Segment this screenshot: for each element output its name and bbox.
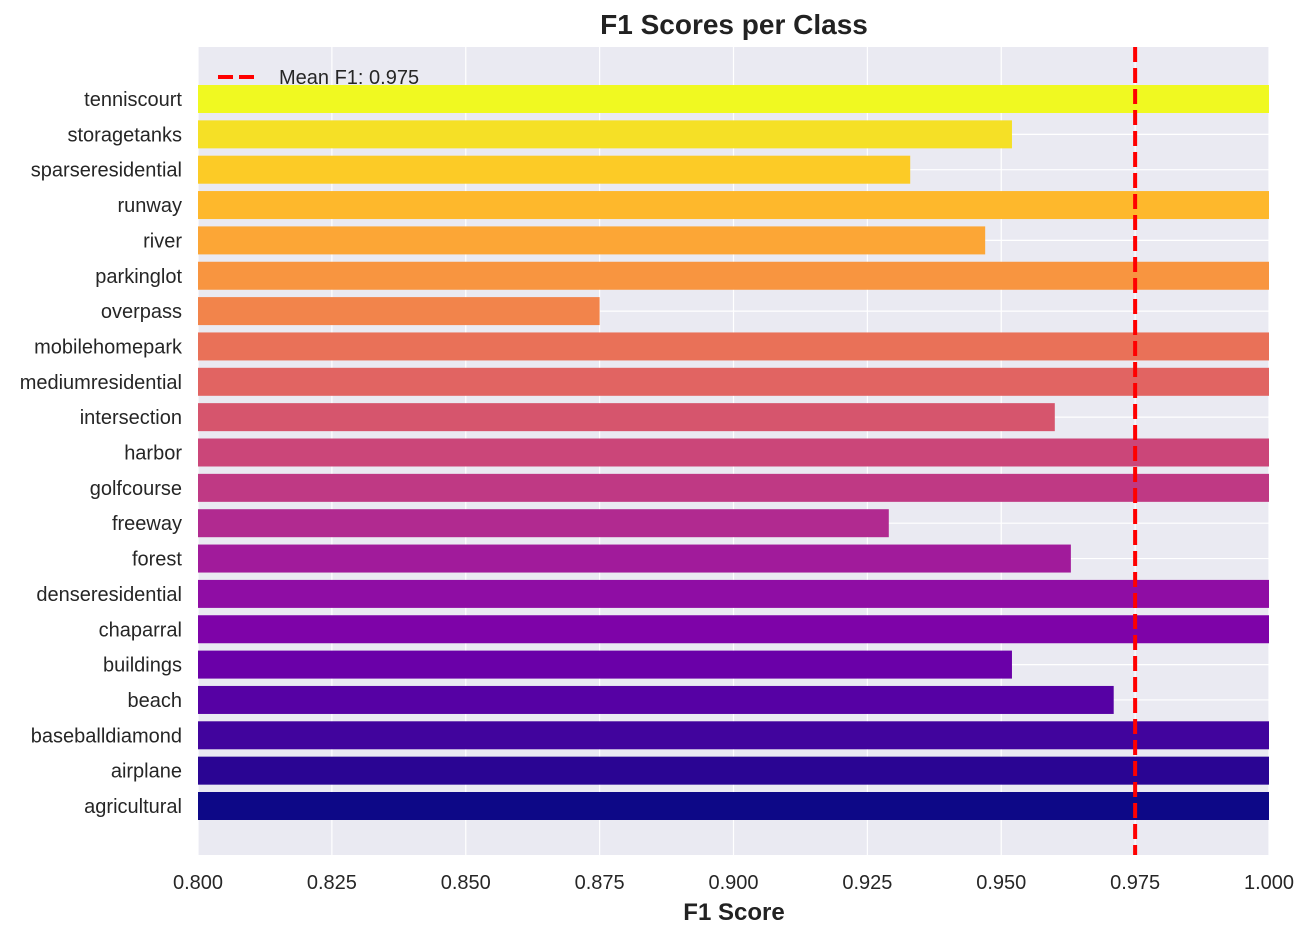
y-tick-label: denseresidential: [36, 584, 182, 606]
y-tick-label: intersection: [80, 407, 182, 429]
x-tick-label: 0.900: [708, 872, 758, 894]
bar-chaparral: [198, 615, 1269, 644]
bar-overpass: [198, 297, 600, 326]
x-tick-label: 0.925: [842, 872, 892, 894]
y-tick-label: chaparral: [99, 619, 182, 641]
bar-forest: [198, 544, 1071, 573]
legend-label: Mean F1: 0.975: [279, 67, 419, 89]
x-tick-label: 0.875: [575, 872, 625, 894]
bar-intersection: [198, 403, 1055, 432]
y-tick-label: tenniscourt: [84, 89, 182, 111]
x-tick-label: 0.975: [1110, 872, 1160, 894]
bar-mediumresidential: [198, 367, 1269, 396]
bar-river: [198, 226, 986, 255]
bar-beach: [198, 685, 1114, 714]
bar-parkinglot: [198, 261, 1269, 290]
y-tick-label: golfcourse: [90, 478, 182, 500]
bar-storagetanks: [198, 120, 1012, 149]
y-tick-label: agricultural: [84, 796, 182, 818]
bar-golfcourse: [198, 473, 1269, 502]
bar-freeway: [198, 509, 889, 538]
bar-buildings: [198, 650, 1012, 679]
y-tick-label: river: [143, 230, 182, 252]
y-tick-labels: agricultural airplane baseballdiamond beach…: [20, 89, 183, 818]
legend: Mean F1: 0.975: [218, 67, 419, 89]
bar-tenniscourt: [198, 85, 1269, 113]
x-tick-label: 0.850: [441, 872, 491, 894]
bar-runway: [198, 191, 1269, 220]
y-tick-label: forest: [132, 549, 182, 571]
x-tick-label: 0.950: [976, 872, 1026, 894]
bar-airplane: [198, 756, 1269, 785]
y-tick-label: overpass: [101, 301, 182, 323]
bar-baseballdiamond: [198, 721, 1269, 750]
x-axis-label: F1 Score: [683, 899, 784, 926]
y-tick-label: parkinglot: [95, 266, 182, 288]
y-tick-label: mediumresidential: [20, 372, 182, 394]
x-tick-labels: 0.800 0.825 0.850 0.875 0.900 0.925 0.950 0.975…: [173, 872, 1294, 894]
y-tick-label: airplane: [111, 761, 182, 783]
bar-denseresidential: [198, 579, 1269, 608]
x-tick-label: 1.000: [1244, 872, 1294, 894]
bar-mobilehomepark: [198, 332, 1269, 361]
y-tick-label: beach: [128, 690, 183, 712]
bar-sparseresidential: [198, 155, 911, 184]
bar-agricultural: [198, 792, 1269, 820]
bars: [198, 85, 1269, 820]
y-tick-label: baseballdiamond: [31, 725, 182, 747]
chart-title: F1 Scores per Class: [600, 9, 868, 40]
x-tick-label: 0.825: [307, 872, 357, 894]
y-tick-label: freeway: [112, 513, 182, 535]
y-tick-label: runway: [118, 195, 182, 217]
y-tick-label: sparseresidential: [31, 160, 182, 182]
y-tick-label: buildings: [103, 655, 182, 677]
y-tick-label: mobilehomepark: [34, 336, 183, 358]
y-tick-label: harbor: [124, 443, 182, 465]
y-tick-label: storagetanks: [67, 124, 182, 146]
x-tick-label: 0.800: [173, 872, 223, 894]
bar-harbor: [198, 438, 1269, 467]
